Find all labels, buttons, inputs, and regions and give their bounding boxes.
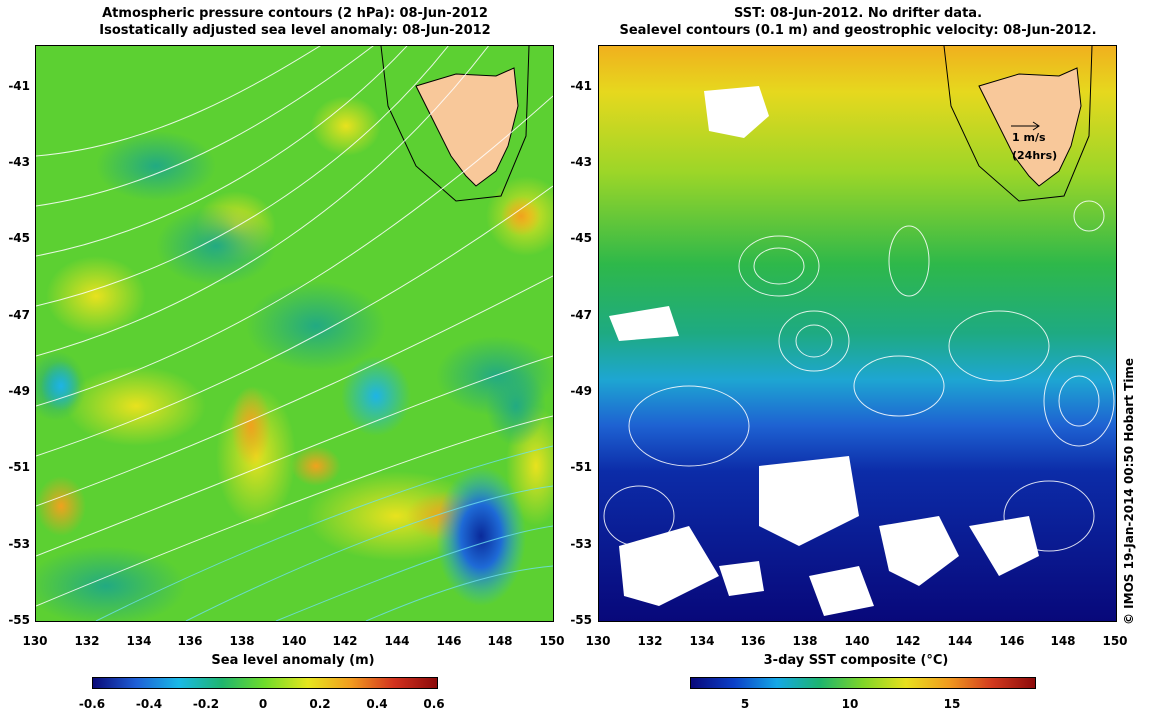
- left-colorbar: [92, 677, 438, 689]
- x-tick-label: 140: [281, 634, 307, 648]
- colorbar-tick-label: 15: [943, 697, 961, 711]
- colorbar-tick-label: 10: [841, 697, 859, 711]
- x-tick-label: 148: [1050, 634, 1076, 648]
- y-tick-label: -49: [570, 384, 592, 398]
- y-tick-label: -41: [570, 79, 592, 93]
- left-title-line1: Atmospheric pressure contours (2 hPa): 0…: [102, 6, 488, 21]
- anomaly-blob: [436, 466, 526, 606]
- anomaly-blob: [36, 476, 86, 536]
- anomaly-blob: [66, 366, 206, 446]
- right-title-line2: Sealevel contours (0.1 m) and geostrophi…: [619, 23, 1097, 38]
- shelf-contour: [380, 46, 530, 202]
- right-colorbar-title: 3-day SST composite (°C): [763, 653, 949, 668]
- x-tick-label: 150: [539, 634, 565, 648]
- x-tick-label: 148: [487, 634, 513, 648]
- tasmania-land: [415, 67, 519, 187]
- anomaly-blob: [156, 206, 276, 286]
- y-tick-label: -47: [8, 308, 30, 322]
- anomaly-blob: [486, 366, 546, 446]
- x-tick-label: 134: [689, 634, 715, 648]
- anomaly-blob: [36, 546, 186, 621]
- x-tick-label: 130: [585, 634, 611, 648]
- x-tick-label: 130: [22, 634, 48, 648]
- x-tick-label: 150: [1102, 634, 1128, 648]
- x-tick-label: 132: [637, 634, 663, 648]
- velocity-scale-label: 1 m/s: [1012, 131, 1046, 144]
- x-tick-label: 146: [436, 634, 462, 648]
- x-tick-label: 136: [740, 634, 766, 648]
- y-tick-label: -45: [8, 231, 30, 245]
- colorbar-tick-label: -0.4: [135, 697, 163, 711]
- sea-level-anomaly-map: [35, 45, 554, 622]
- left-colorbar-title: Sea level anomaly (m): [211, 653, 375, 668]
- y-tick-label: -51: [8, 460, 30, 474]
- x-tick-label: 144: [384, 634, 410, 648]
- y-tick-label: -51: [570, 460, 592, 474]
- colorbar-tick-label: 0: [258, 697, 268, 711]
- anomaly-blob: [41, 361, 81, 411]
- anomaly-blob: [311, 96, 381, 156]
- y-tick-label: -53: [570, 537, 592, 551]
- anomaly-blob: [246, 281, 386, 371]
- x-tick-label: 146: [999, 634, 1025, 648]
- imos-credit: © IMOS 19-Jan-2014 00:50 Hobart Time: [1122, 357, 1136, 625]
- cloud-mask: [609, 86, 1039, 616]
- x-tick-label: 138: [229, 634, 255, 648]
- tasmania-land: [978, 67, 1082, 187]
- right-colorbar: [690, 677, 1036, 689]
- y-tick-label: -41: [8, 79, 30, 93]
- left-title-line2: Isostatically adjusted sea level anomaly…: [99, 23, 491, 38]
- colorbar-tick-label: 0.6: [423, 697, 445, 711]
- colorbar-tick-label: 5: [740, 697, 750, 711]
- y-tick-label: -55: [570, 613, 592, 627]
- sst-map: 1 m/s (24hrs): [598, 45, 1117, 622]
- y-tick-label: -53: [8, 537, 30, 551]
- anomaly-blob: [46, 256, 146, 336]
- x-tick-label: 142: [332, 634, 358, 648]
- colorbar-tick-label: 0.4: [366, 697, 388, 711]
- x-tick-label: 144: [947, 634, 973, 648]
- y-tick-label: -43: [570, 155, 592, 169]
- colorbar-tick-label: 0.2: [309, 697, 331, 711]
- anomaly-blob: [96, 131, 216, 201]
- x-tick-label: 142: [895, 634, 921, 648]
- x-tick-label: 138: [792, 634, 818, 648]
- anomaly-blob: [501, 196, 541, 236]
- colorbar-tick-label: -0.6: [78, 697, 106, 711]
- shelf-contour: [943, 46, 1093, 202]
- x-tick-label: 132: [74, 634, 100, 648]
- y-tick-label: -47: [570, 308, 592, 322]
- y-tick-label: -45: [570, 231, 592, 245]
- x-tick-label: 136: [177, 634, 203, 648]
- pressure-contours-cyan: [95, 445, 553, 621]
- sealevel-contours: [603, 200, 1115, 552]
- y-tick-label: -49: [8, 384, 30, 398]
- x-tick-label: 140: [844, 634, 870, 648]
- colorbar-tick-label: -0.2: [192, 697, 220, 711]
- y-tick-label: -43: [8, 155, 30, 169]
- y-tick-label: -55: [8, 613, 30, 627]
- anomaly-blob: [291, 446, 341, 486]
- velocity-scale-sub: (24hrs): [1012, 149, 1057, 162]
- right-title-line1: SST: 08-Jun-2012. No drifter data.: [733, 6, 983, 21]
- anomaly-blob: [231, 386, 271, 466]
- pressure-contours: [36, 46, 553, 607]
- x-tick-label: 134: [126, 634, 152, 648]
- anomaly-blob: [341, 356, 411, 436]
